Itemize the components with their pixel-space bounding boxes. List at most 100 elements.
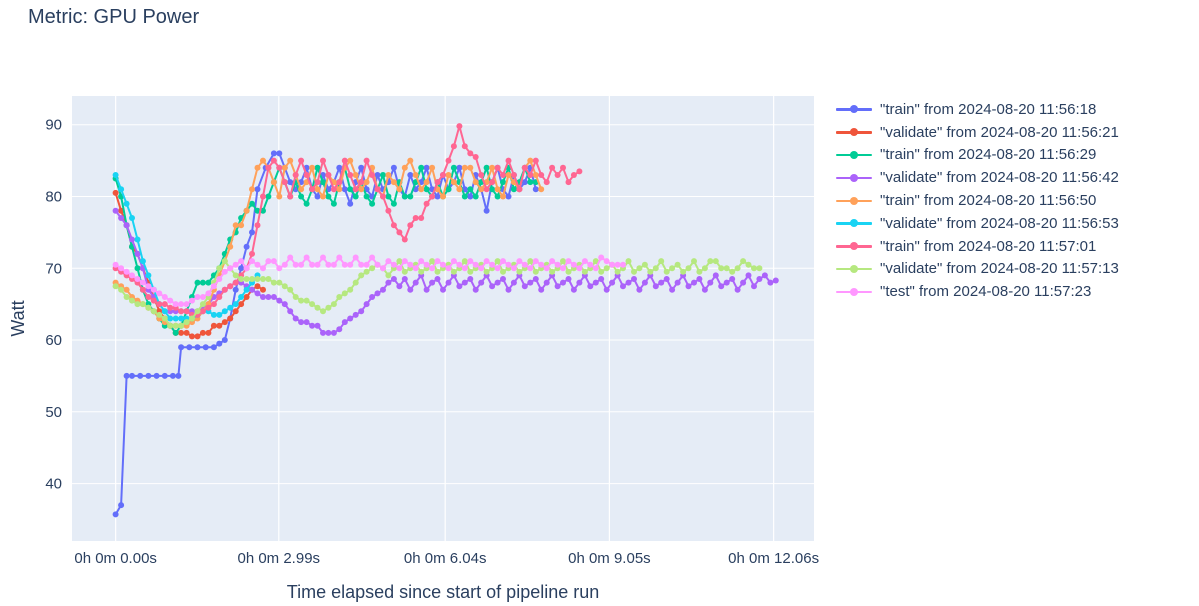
data-point[interactable] [199,308,206,315]
data-point[interactable] [674,261,681,268]
data-point[interactable] [161,315,168,322]
data-point[interactable] [390,200,397,207]
data-point[interactable] [440,172,446,178]
data-point[interactable] [756,276,763,282]
data-point[interactable] [287,286,294,293]
data-point[interactable] [281,261,288,268]
data-point[interactable] [227,304,234,311]
data-point[interactable] [221,258,228,265]
data-point[interactable] [249,258,255,265]
data-point[interactable] [751,283,757,290]
data-point[interactable] [385,272,392,279]
data-point[interactable] [254,290,261,297]
data-point[interactable] [292,172,299,178]
data-point[interactable] [521,283,528,290]
data-point[interactable] [199,301,206,308]
data-point[interactable] [620,283,626,290]
data-point[interactable] [412,172,419,178]
data-point[interactable] [243,294,250,300]
data-point[interactable] [456,164,463,171]
data-point[interactable] [260,193,266,200]
data-point[interactable] [183,329,190,336]
data-point[interactable] [336,294,343,300]
data-point[interactable] [281,283,288,290]
data-point[interactable] [314,322,321,329]
data-point[interactable] [123,286,130,293]
data-point[interactable] [423,179,430,186]
data-point[interactable] [112,172,119,178]
data-point[interactable] [194,308,201,315]
data-point[interactable] [669,286,676,293]
data-point[interactable] [172,329,179,336]
data-point[interactable] [145,294,152,300]
data-point[interactable] [199,294,206,300]
data-point[interactable] [347,186,354,193]
data-point[interactable] [510,172,517,178]
data-point[interactable] [243,276,250,282]
data-point[interactable] [134,276,141,282]
data-point[interactable] [169,372,176,379]
data-point[interactable] [570,286,577,293]
data-point[interactable] [500,179,506,186]
data-point[interactable] [137,372,144,379]
data-point[interactable] [265,193,272,200]
data-point[interactable] [745,261,752,268]
data-point[interactable] [772,277,779,284]
data-point[interactable] [407,222,414,229]
data-point[interactable] [287,308,294,315]
data-point[interactable] [663,276,670,282]
data-point[interactable] [521,164,528,171]
data-point[interactable] [210,301,217,308]
data-point[interactable] [139,301,146,308]
data-point[interactable] [276,265,283,272]
data-point[interactable] [243,286,250,293]
data-point[interactable] [145,372,152,379]
data-point[interactable] [232,286,239,293]
data-point[interactable] [189,333,195,340]
legend-item[interactable]: "validate" from 2024-08-20 11:56:21 [834,121,1119,144]
data-point[interactable] [156,290,163,297]
data-point[interactable] [221,286,228,293]
data-point[interactable] [691,258,697,265]
data-point[interactable] [478,279,485,286]
data-point[interactable] [500,268,506,275]
data-point[interactable] [270,279,277,286]
data-point[interactable] [527,157,534,164]
data-point[interactable] [396,186,403,193]
data-point[interactable] [123,294,130,300]
data-point[interactable] [401,258,408,265]
data-point[interactable] [401,276,408,282]
data-point[interactable] [543,179,550,186]
data-point[interactable] [134,250,141,257]
data-point[interactable] [440,286,446,293]
data-point[interactable] [303,254,310,261]
data-point[interactable] [325,329,332,336]
data-point[interactable] [489,283,496,290]
data-point[interactable] [260,294,266,300]
data-point[interactable] [358,308,365,315]
legend-item[interactable]: "train" from 2024-08-20 11:56:18 [834,98,1119,121]
data-point[interactable] [494,164,501,171]
data-point[interactable] [740,258,747,265]
data-point[interactable] [374,290,381,297]
data-point[interactable] [691,279,697,286]
data-point[interactable] [500,258,506,265]
data-point[interactable] [189,315,195,322]
data-point[interactable] [314,164,321,171]
data-point[interactable] [510,279,517,286]
data-point[interactable] [320,308,326,315]
data-point[interactable] [363,157,370,164]
data-point[interactable] [500,172,506,178]
data-point[interactable] [129,372,135,379]
data-point[interactable] [723,265,730,272]
data-point[interactable] [363,261,370,268]
data-point[interactable] [390,261,397,268]
data-point[interactable] [609,279,616,286]
data-point[interactable] [696,268,703,275]
data-point[interactable] [570,261,577,268]
data-point[interactable] [385,172,392,178]
data-point[interactable] [118,186,125,193]
data-point[interactable] [167,322,174,329]
data-point[interactable] [587,283,594,290]
data-point[interactable] [532,157,539,164]
